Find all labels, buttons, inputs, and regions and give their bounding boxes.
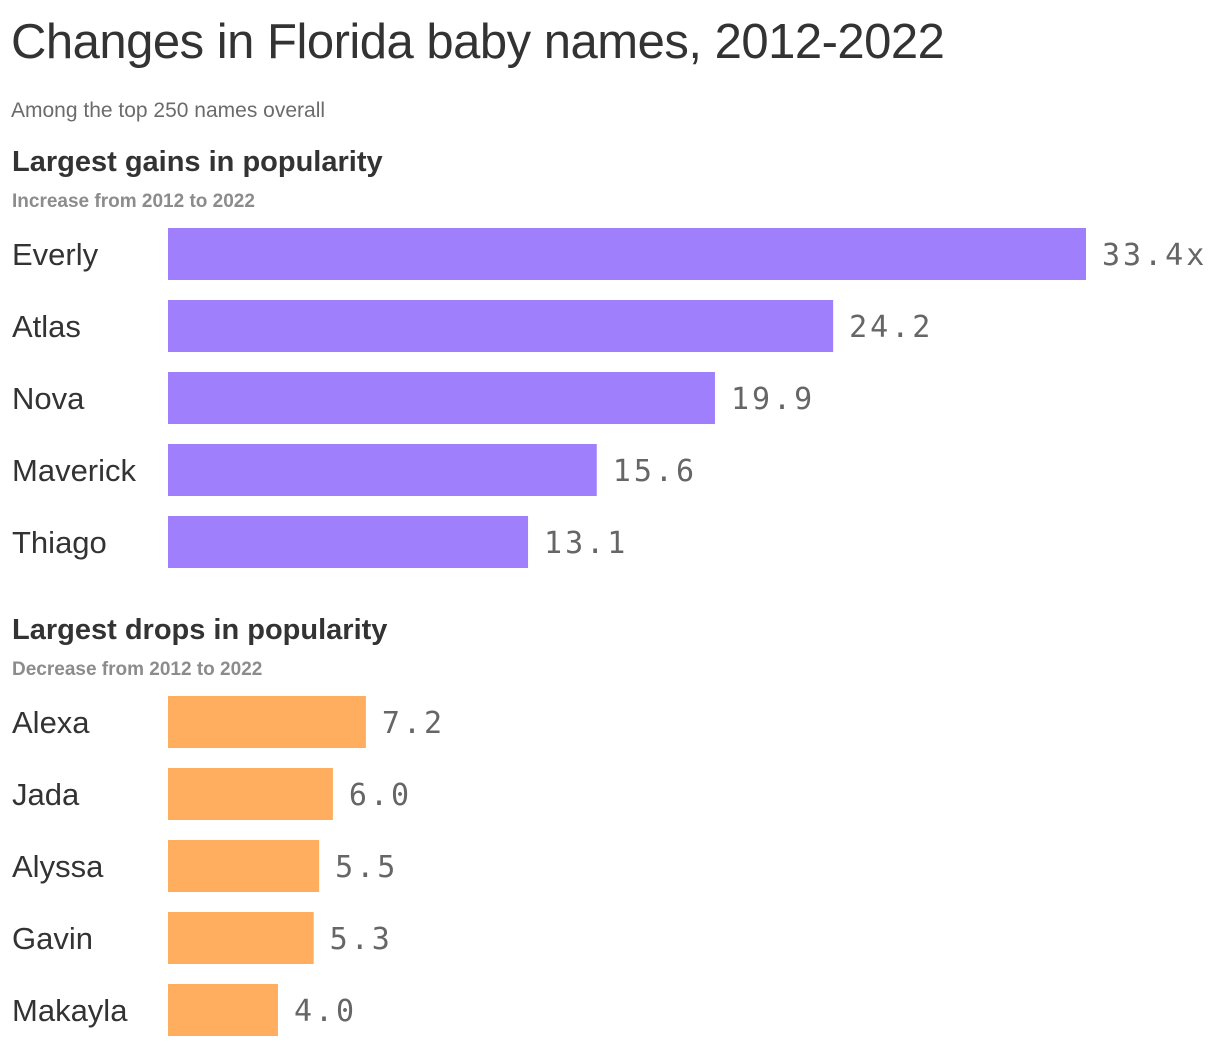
gains-panel-subtitle: Increase from 2012 to 2022 <box>12 191 255 212</box>
chart-subtitle: Among the top 250 names overall <box>11 99 326 122</box>
drops-value-label: 6.0 <box>349 778 412 813</box>
gains-bar <box>168 372 715 424</box>
gains-bar <box>168 300 834 352</box>
gains-value-label: 33.4x <box>1102 238 1207 273</box>
drops-value-label: 4.0 <box>294 994 357 1029</box>
gains-category-label: Thiago <box>12 525 107 560</box>
drops-category-label: Gavin <box>12 921 93 956</box>
gains-category-label: Everly <box>12 237 99 272</box>
drops-panel-subtitle: Decrease from 2012 to 2022 <box>12 659 263 680</box>
gains-panel-title: Largest gains in popularity <box>12 146 383 178</box>
drops-bar <box>168 840 320 892</box>
gains-value-label: 19.9 <box>731 382 815 417</box>
drops-category-label: Makayla <box>12 993 128 1028</box>
drops-bar <box>168 768 333 820</box>
gains-bar-chart: Everly 33.4x Atlas 24.2 Nova 19.9 Maverick 15.6… <box>12 228 1207 568</box>
drops-category-label: Alexa <box>12 705 90 740</box>
gains-value-label: 15.6 <box>613 454 697 489</box>
drops-value-label: 7.2 <box>382 706 445 741</box>
drops-bar-chart: Alexa 7.2 Jada 6.0 Alyssa 5.5 Gavin 5.3 Makayla 4… <box>12 696 445 1036</box>
drops-value-label: 5.3 <box>330 922 393 957</box>
gains-category-label: Atlas <box>12 309 81 344</box>
gains-category-label: Maverick <box>12 453 137 488</box>
chart-title: Changes in Florida baby names, 2012-2022 <box>11 15 945 69</box>
gains-value-label: 24.2 <box>849 310 933 345</box>
drops-category-label: Alyssa <box>12 849 104 884</box>
drops-bar <box>168 912 314 964</box>
gains-category-label: Nova <box>12 381 85 416</box>
gains-value-label: 13.1 <box>544 526 628 561</box>
gains-bar <box>168 516 529 568</box>
drops-bar <box>168 696 366 748</box>
drops-bar <box>168 984 278 1036</box>
drops-category-label: Jada <box>12 777 80 812</box>
gains-bar <box>168 228 1086 280</box>
drops-value-label: 5.5 <box>335 850 398 885</box>
gains-bar <box>168 444 597 496</box>
drops-panel-title: Largest drops in popularity <box>12 614 388 646</box>
